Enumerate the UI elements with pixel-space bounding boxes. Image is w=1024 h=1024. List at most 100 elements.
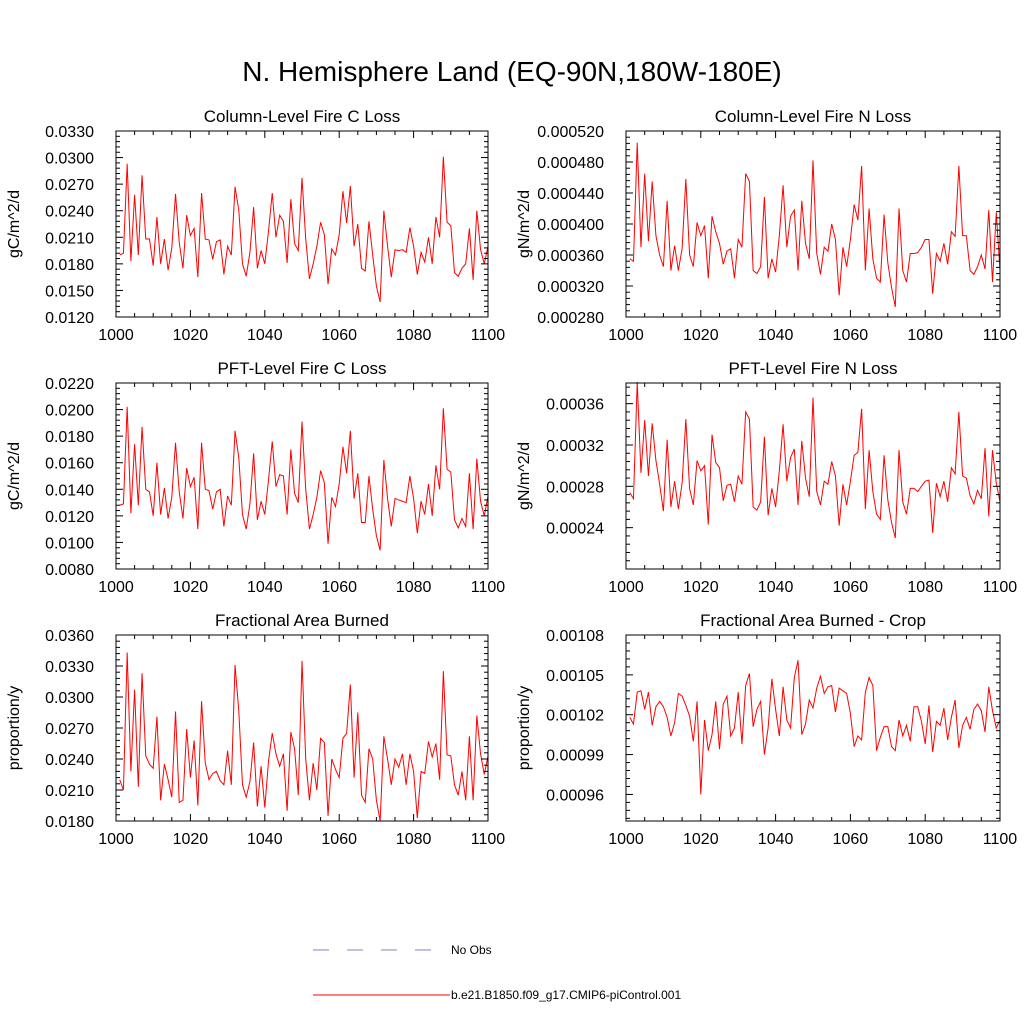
x-tick-label: 1020 xyxy=(173,831,209,848)
panel-title: Column-Level Fire N Loss xyxy=(715,107,912,126)
y-tick-label: 0.0210 xyxy=(45,230,94,247)
plot-frame xyxy=(625,634,1001,822)
y-tick-label: 0.0150 xyxy=(45,283,94,300)
x-tick-label: 1080 xyxy=(907,327,943,344)
y-axis-label: proportion/y xyxy=(516,686,533,771)
series-line xyxy=(119,406,489,551)
x-tick-label: 1000 xyxy=(608,831,644,848)
legend-label-model: b.e21.B1850.f09_g17.CMIP6-piControl.001 xyxy=(451,988,681,1002)
y-tick-label: 0.00032 xyxy=(546,438,604,455)
x-tick-label: 1100 xyxy=(983,831,1018,848)
panel-title: PFT-Level Fire C Loss xyxy=(217,359,386,378)
x-tick-label: 1020 xyxy=(173,579,209,596)
y-tick-label: 0.0080 xyxy=(45,562,94,579)
chart-panel-1: 1000 1020 1040 1060 1080 1100 0.0120 0.0150 0.01… xyxy=(6,107,505,344)
y-tick-label: 0.000280 xyxy=(537,310,604,327)
y-axis-label: gN/m^2/d xyxy=(516,190,533,258)
x-tick-label: 1060 xyxy=(321,831,357,848)
x-tick-label: 1100 xyxy=(983,579,1018,596)
x-tick-label: 1040 xyxy=(758,579,794,596)
x-tick-label: 1080 xyxy=(396,831,432,848)
x-tick-label: 1040 xyxy=(247,327,283,344)
series-line xyxy=(629,660,1001,795)
y-tick-label: 0.0120 xyxy=(45,509,94,526)
series-line xyxy=(119,156,489,303)
panel-title: Column-Level Fire C Loss xyxy=(204,107,401,126)
x-tick-label: 1020 xyxy=(683,579,719,596)
y-axis-label: gC/m^2/d xyxy=(6,190,23,258)
panel-title: Fractional Area Burned - Crop xyxy=(700,611,926,630)
y-tick-label: 0.0330 xyxy=(45,124,94,141)
x-tick-label: 1040 xyxy=(758,831,794,848)
chart-panel-4: 1000 1020 1040 1060 1080 1100 0.00024 0.00028 0.… xyxy=(516,359,1017,596)
y-tick-label: 0.0210 xyxy=(45,783,94,800)
chart-panel-3: 1000 1020 1040 1060 1080 1100 0.0080 0.0100 0.01… xyxy=(6,359,505,596)
y-tick-label: 0.0330 xyxy=(45,659,94,676)
y-axis-label: proportion/y xyxy=(6,686,23,771)
y-tick-label: 0.00102 xyxy=(546,708,604,725)
x-tick-label: 1020 xyxy=(683,327,719,344)
chart-panel-5: 1000 1020 1040 1060 1080 1100 0.0180 0.0210 0.02… xyxy=(6,611,505,848)
x-tick-label: 1000 xyxy=(608,579,644,596)
x-tick-label: 1080 xyxy=(396,579,432,596)
y-tick-label: 0.00099 xyxy=(546,748,604,765)
y-tick-label: 0.00096 xyxy=(546,787,604,804)
y-tick-label: 0.0360 xyxy=(45,628,94,645)
y-axis-label: gC/m^2/d xyxy=(6,442,23,510)
series-line xyxy=(119,652,489,822)
x-tick-label: 1040 xyxy=(758,327,794,344)
chart-panel-6: 1000 1020 1040 1060 1080 1100 0.00096 0.00099 0.… xyxy=(516,611,1017,848)
y-tick-label: 0.0270 xyxy=(45,721,94,738)
y-tick-label: 0.0140 xyxy=(45,482,94,499)
x-tick-label: 1020 xyxy=(173,327,209,344)
y-tick-label: 0.0220 xyxy=(45,376,94,393)
y-tick-label: 0.0270 xyxy=(45,177,94,194)
y-tick-label: 0.000320 xyxy=(537,279,604,296)
y-tick-label: 0.0240 xyxy=(45,752,94,769)
y-tick-label: 0.000440 xyxy=(537,186,604,203)
x-tick-label: 1100 xyxy=(471,579,506,596)
x-tick-label: 1080 xyxy=(907,579,943,596)
y-tick-label: 0.0300 xyxy=(45,690,94,707)
y-tick-label: 0.0100 xyxy=(45,535,94,552)
x-tick-label: 1060 xyxy=(833,327,869,344)
x-tick-label: 1000 xyxy=(98,831,134,848)
y-tick-label: 0.00028 xyxy=(546,479,604,496)
y-tick-label: 0.000480 xyxy=(537,155,604,172)
y-tick-label: 0.00108 xyxy=(546,628,604,645)
y-tick-label: 0.0160 xyxy=(45,456,94,473)
y-tick-label: 0.00024 xyxy=(546,521,604,538)
y-tick-label: 0.0300 xyxy=(45,151,94,168)
series-line xyxy=(629,381,1001,539)
y-tick-label: 0.0180 xyxy=(45,257,94,274)
y-tick-label: 0.0240 xyxy=(45,204,94,221)
x-tick-label: 1100 xyxy=(471,327,506,344)
x-tick-label: 1040 xyxy=(247,831,283,848)
page-title: N. Hemisphere Land (EQ-90N,180W-180E) xyxy=(242,56,782,87)
y-tick-label: 0.0200 xyxy=(45,403,94,420)
legend-label-no-obs: No Obs xyxy=(451,943,492,957)
y-axis-label: gN/m^2/d xyxy=(516,442,533,510)
y-tick-label: 0.000520 xyxy=(537,124,604,141)
x-tick-label: 1080 xyxy=(907,831,943,848)
x-tick-label: 1040 xyxy=(247,579,283,596)
legend: No Obs b.e21.B1850.f09_g17.CMIP6-piContro… xyxy=(313,943,681,1002)
y-tick-label: 0.000400 xyxy=(537,217,604,234)
y-tick-label: 0.0120 xyxy=(45,310,94,327)
plot-frame xyxy=(115,130,489,318)
plot-frame xyxy=(625,130,1001,318)
x-tick-label: 1060 xyxy=(833,579,869,596)
x-tick-label: 1060 xyxy=(833,831,869,848)
y-tick-label: 0.0180 xyxy=(45,814,94,831)
plot-frame xyxy=(115,382,489,570)
x-tick-label: 1000 xyxy=(98,579,134,596)
x-tick-label: 1000 xyxy=(608,327,644,344)
y-tick-label: 0.00105 xyxy=(546,668,604,685)
x-tick-label: 1080 xyxy=(396,327,432,344)
panel-title: PFT-Level Fire N Loss xyxy=(728,359,897,378)
x-tick-label: 1020 xyxy=(683,831,719,848)
x-tick-label: 1100 xyxy=(983,327,1018,344)
chart-panel-2: 1000 1020 1040 1060 1080 1100 0.000280 0.000320… xyxy=(516,107,1017,344)
panel-title: Fractional Area Burned xyxy=(215,611,389,630)
